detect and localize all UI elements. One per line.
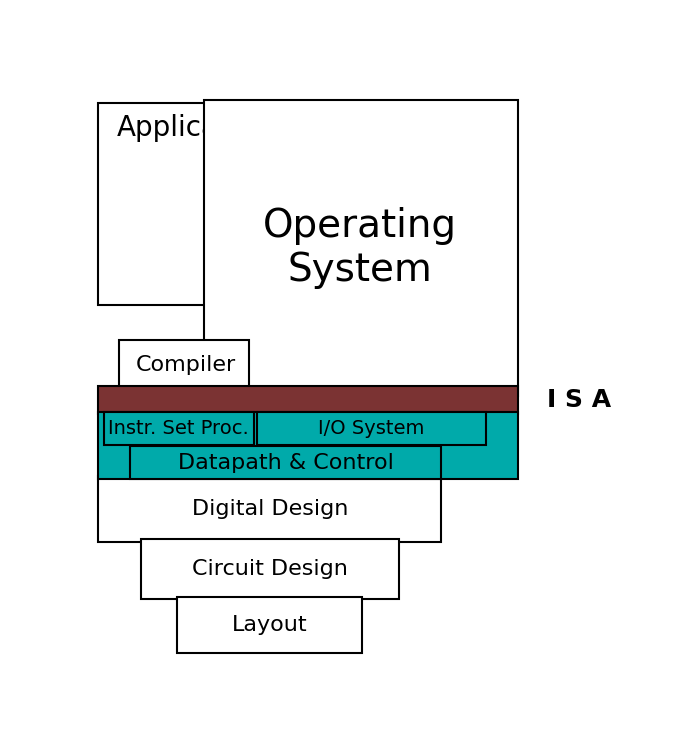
Text: Layout: Layout [232,615,308,635]
Text: I S A: I S A [547,388,611,412]
FancyBboxPatch shape [204,100,518,397]
FancyBboxPatch shape [130,446,441,479]
FancyBboxPatch shape [98,103,402,306]
FancyBboxPatch shape [140,539,399,599]
Text: Compiler: Compiler [136,355,236,375]
Text: Circuit Design: Circuit Design [192,559,348,579]
Text: Digital Design: Digital Design [191,499,348,519]
FancyBboxPatch shape [98,412,518,479]
FancyBboxPatch shape [98,386,518,414]
FancyBboxPatch shape [104,412,254,445]
Text: Application: Application [117,115,272,142]
Text: Operating
System: Operating System [263,207,456,289]
Text: Datapath & Control: Datapath & Control [178,453,394,473]
Text: I/O System: I/O System [318,419,425,438]
FancyBboxPatch shape [178,597,362,653]
FancyBboxPatch shape [98,477,441,542]
FancyBboxPatch shape [257,412,486,445]
Text: Instr. Set Proc.: Instr. Set Proc. [108,419,249,438]
FancyBboxPatch shape [119,340,249,391]
